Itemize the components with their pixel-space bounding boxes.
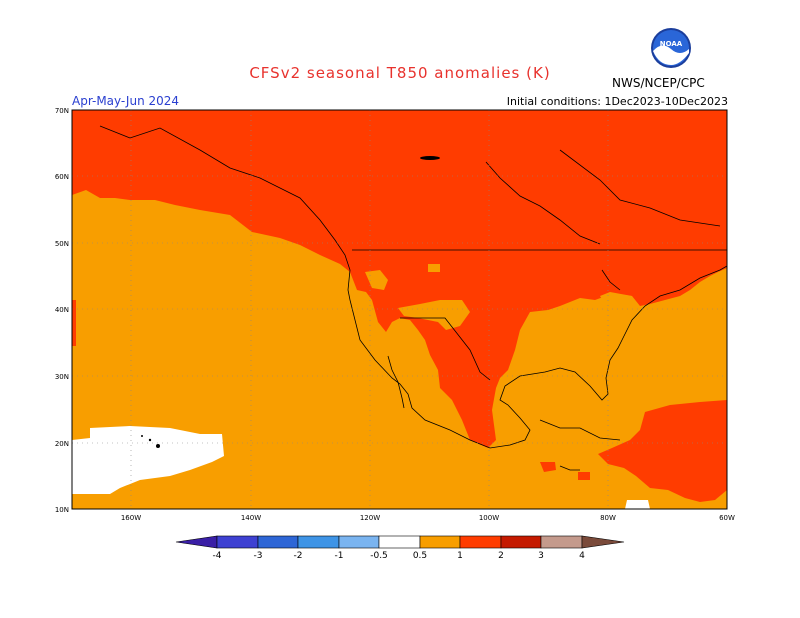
neutral-hawaii xyxy=(72,426,224,494)
lat-label: 70N xyxy=(55,107,69,115)
colorbar-bin xyxy=(257,535,299,549)
colorbar-label: 2 xyxy=(498,551,504,561)
lat-label: 20N xyxy=(55,440,69,448)
colorbar-label: -1 xyxy=(335,551,344,561)
anomaly-1-2-caribbean xyxy=(598,400,727,502)
lon-label: 140W xyxy=(241,514,261,522)
colorbar-bin xyxy=(459,535,502,549)
colorbar-label: -4 xyxy=(213,551,222,561)
colorbar-high-arrow xyxy=(581,535,625,549)
initial-conditions: Initial conditions: 1Dec2023-10Dec2023 xyxy=(506,95,728,108)
neutral-sw-corner xyxy=(625,500,650,509)
colorbar-label: 0.5 xyxy=(413,551,427,561)
colorbar-bin xyxy=(500,535,542,549)
colorbar-low-arrow xyxy=(175,535,218,549)
coastlines xyxy=(99,125,727,471)
colorbar-label: 4 xyxy=(579,551,585,561)
lat-label: 10N xyxy=(55,506,69,514)
lat-label: 50N xyxy=(55,240,69,248)
lon-label: 160W xyxy=(121,514,141,522)
graticule xyxy=(72,110,727,509)
anomaly-1-2-region xyxy=(72,110,727,448)
colorbar-label: -2 xyxy=(294,551,303,561)
lon-label: 100W xyxy=(479,514,499,522)
colorbar-label: -0.5 xyxy=(370,551,388,561)
colorbar-label: 3 xyxy=(538,551,544,561)
colorbar-bin xyxy=(419,535,461,549)
colorbar-bin xyxy=(378,535,421,549)
colorbar-bin xyxy=(216,535,259,549)
colorbar xyxy=(175,535,625,549)
lon-label: 80W xyxy=(600,514,616,522)
map-frame xyxy=(71,109,728,510)
lat-label: 60N xyxy=(55,173,69,181)
lat-label: 30N xyxy=(55,373,69,381)
colorbar-bin xyxy=(297,535,340,549)
agency-label: NWS/NCEP/CPC xyxy=(612,76,705,90)
colorbar-bin xyxy=(338,535,380,549)
colorbar-label: -3 xyxy=(254,551,263,561)
page-title: CFSv2 seasonal T850 anomalies (K) xyxy=(249,64,551,82)
lon-label: 120W xyxy=(360,514,380,522)
colorbar-label: 1 xyxy=(457,551,463,561)
forecast-period: Apr-May-Jun 2024 xyxy=(72,94,180,108)
lat-label: 40N xyxy=(55,306,69,314)
colorbar-bin xyxy=(540,535,583,549)
lon-label: 60W xyxy=(719,514,735,522)
noaa-logo: NOAA xyxy=(651,28,691,68)
logo-text: NOAA xyxy=(660,40,683,48)
